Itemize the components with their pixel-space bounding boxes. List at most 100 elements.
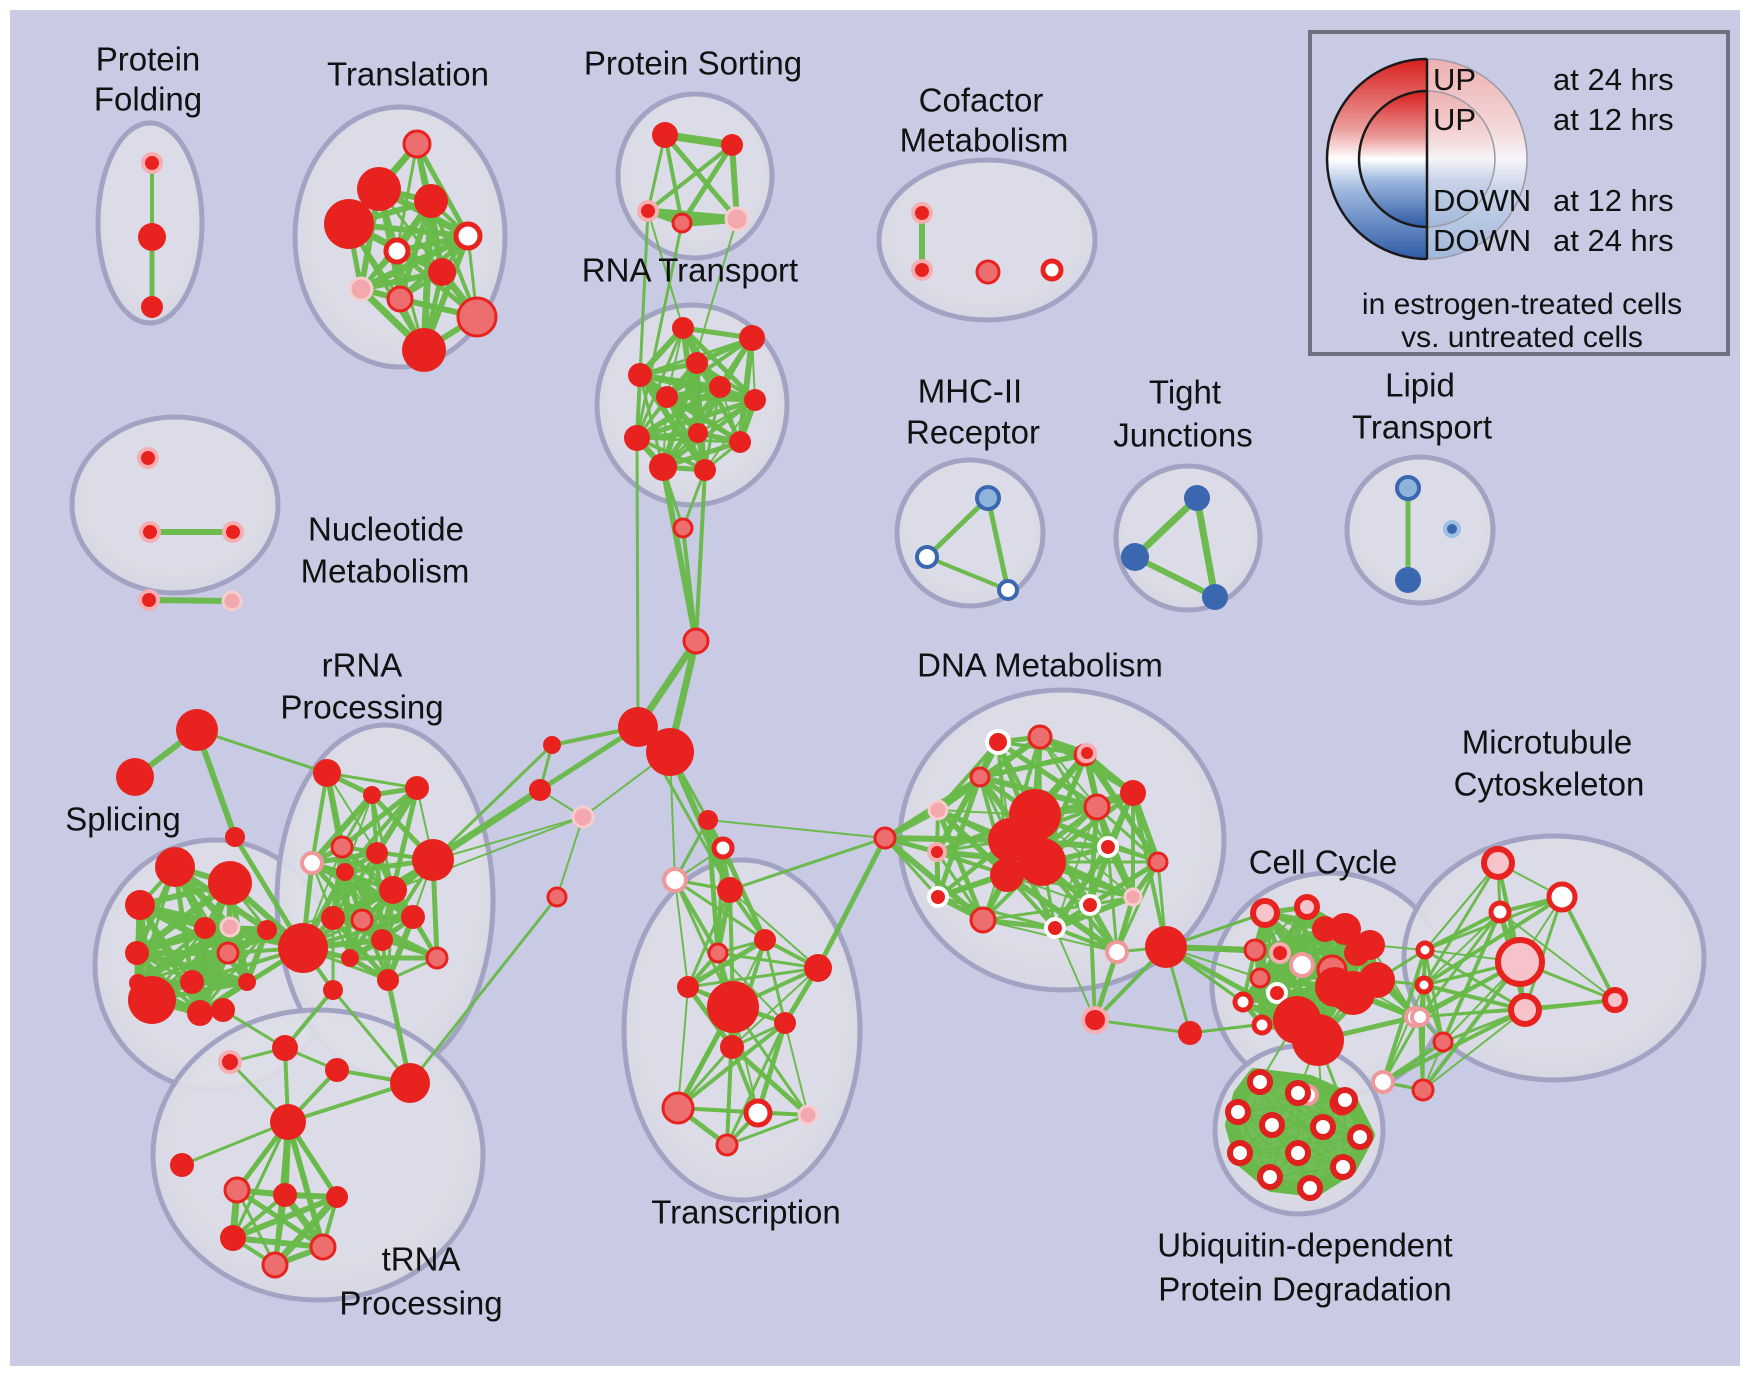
cluster-label-protein-folding-line1: Protein	[96, 41, 201, 78]
network-node	[698, 810, 718, 830]
network-node	[348, 276, 374, 302]
network-edge	[725, 1021, 787, 1147]
network-edge	[677, 986, 689, 1109]
cluster-label-transcription: Transcription	[651, 1194, 841, 1231]
network-edge	[638, 209, 650, 377]
network-edge	[429, 199, 479, 319]
network-edge	[1131, 791, 1168, 949]
network-node	[637, 200, 659, 222]
network-edge	[1423, 948, 1527, 1012]
network-node	[341, 949, 359, 967]
network-edge	[1269, 1092, 1299, 1178]
network-edge	[1131, 494, 1201, 561]
cluster-label-microtubule-cytoskeleton-line1: Microtubule	[1462, 724, 1633, 761]
network-node	[729, 431, 751, 453]
network-node	[927, 799, 949, 821]
network-node	[386, 285, 414, 313]
network-node	[529, 779, 551, 801]
network-node	[383, 237, 411, 265]
network-node	[915, 545, 939, 569]
network-node	[187, 1000, 213, 1026]
network-node	[414, 184, 448, 218]
network-node	[125, 890, 155, 920]
cluster-label-mhc-ii-receptor-line2: Receptor	[906, 414, 1040, 451]
network-node	[1414, 975, 1434, 995]
cluster-label-trna-processing-line1: tRNA	[382, 1241, 461, 1278]
cluster-label-rrna-processing-line2: Processing	[280, 689, 443, 726]
network-edge	[662, 132, 740, 222]
network-node	[624, 425, 650, 451]
network-node	[662, 867, 688, 893]
network-node	[927, 886, 949, 908]
network-node	[721, 134, 743, 156]
legend-row-4-level: DOWN	[1433, 223, 1531, 258]
network-edge	[1381, 948, 1427, 1084]
network-node	[325, 1058, 349, 1082]
network-node	[155, 847, 195, 887]
network-edge	[1052, 844, 1111, 931]
cluster-label-rrna-processing-line1: rRNA	[322, 647, 403, 684]
cluster-label-dna-metabolism: DNA Metabolism	[917, 647, 1163, 684]
network-edge	[1088, 903, 1097, 1022]
network-edge	[1382, 984, 1425, 1083]
network-node	[1443, 520, 1461, 538]
network-edge	[325, 771, 419, 790]
network-edge	[662, 218, 738, 468]
network-node	[715, 1133, 739, 1157]
network-edge	[198, 928, 269, 1015]
network-edge	[924, 495, 991, 560]
network-edge	[137, 902, 233, 930]
network-edge	[230, 1235, 326, 1250]
network-node	[661, 1091, 695, 1125]
network-edge	[1239, 1126, 1324, 1154]
network-node	[646, 728, 694, 776]
network-edge	[1422, 1009, 1526, 1091]
network-node	[138, 589, 160, 611]
network-node	[1184, 485, 1210, 511]
network-edge	[784, 1022, 809, 1116]
network-edge	[136, 865, 177, 985]
network-node	[1395, 475, 1421, 501]
network-node	[208, 861, 252, 905]
network-node	[405, 776, 429, 800]
network-edge	[331, 851, 379, 920]
network-node	[1040, 258, 1064, 282]
network-node	[222, 521, 244, 543]
network-edge	[679, 142, 735, 226]
network-node	[717, 877, 743, 903]
network-edge	[408, 895, 559, 1085]
network-node	[377, 969, 399, 991]
cluster-label-protein-folding-line2: Folding	[94, 81, 202, 118]
network-node	[744, 389, 766, 411]
network-node	[170, 1153, 194, 1177]
network-node	[350, 908, 374, 932]
network-node	[221, 590, 243, 612]
network-node	[272, 1035, 298, 1061]
network-node	[1330, 1154, 1356, 1180]
network-edge	[634, 397, 758, 441]
network-node	[652, 122, 678, 148]
network-node	[1227, 1140, 1253, 1166]
network-node	[1411, 1078, 1435, 1102]
network-edge	[390, 785, 420, 893]
network-edge	[1423, 911, 1501, 986]
network-node	[682, 627, 710, 655]
network-node	[1310, 1114, 1336, 1140]
network-node	[1083, 793, 1111, 821]
network-node	[1123, 887, 1143, 907]
network-edge	[1085, 751, 1160, 864]
network-node	[456, 296, 498, 338]
legend-node-glyph	[1325, 57, 1528, 261]
network-edge	[1499, 911, 1616, 1001]
network-edge	[326, 772, 378, 854]
cluster-label-splicing: Splicing	[65, 801, 181, 838]
network-edge	[1054, 927, 1096, 1021]
network-node	[1332, 1087, 1358, 1113]
network-node	[1292, 1014, 1344, 1066]
cluster-label-nucleotide-metabolism-line2: Metabolism	[301, 553, 470, 590]
network-edge	[637, 372, 758, 403]
network-node	[1079, 894, 1101, 916]
network-node	[677, 976, 699, 998]
legend-caption-line2: vs. untreated cells	[1401, 321, 1643, 354]
